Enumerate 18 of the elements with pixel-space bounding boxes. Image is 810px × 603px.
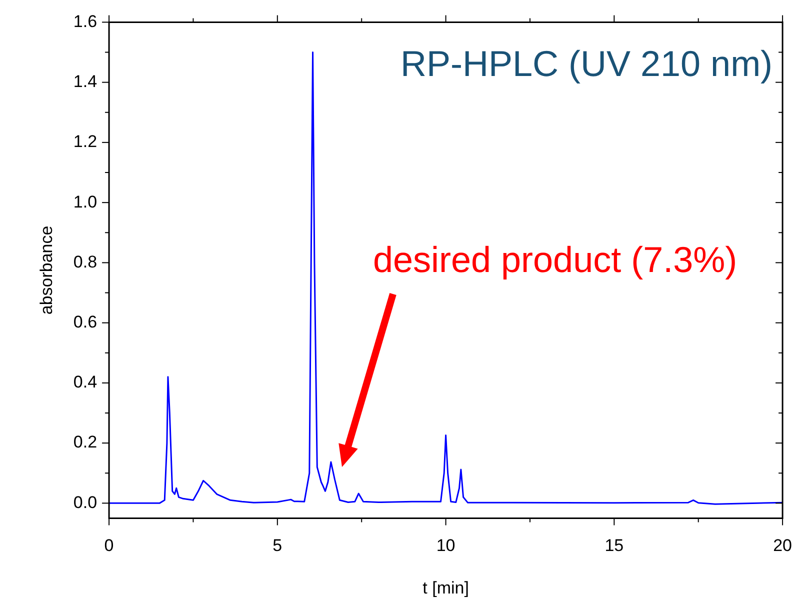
annotation: desired product (7.3%) [372, 239, 738, 280]
y-tick-label: 0.4 [73, 372, 98, 392]
x-tick-label: 15 [604, 536, 624, 556]
x-tick-label: 20 [773, 536, 792, 556]
y-tick-label: 0.8 [73, 252, 98, 272]
y-tick-label: 0.0 [73, 492, 98, 512]
y-tick-label: 1.0 [73, 192, 98, 212]
x-axis-title: t [min] [422, 578, 469, 598]
x-tick-label: 0 [104, 536, 114, 556]
text: RP-HPLC (UV 210 nm) [400, 43, 773, 84]
y-axis-title: absorbance [36, 226, 56, 315]
x-tick-label: 10 [436, 536, 456, 556]
y-tick-label: 1.2 [73, 132, 98, 152]
y-tick-label: 0.6 [73, 312, 98, 332]
x-tick-label: 5 [272, 536, 282, 556]
y-tick-label: 0.2 [73, 432, 98, 452]
y-tick-label: 1.4 [73, 72, 98, 92]
y-tick-label: 1.6 [73, 12, 98, 31]
